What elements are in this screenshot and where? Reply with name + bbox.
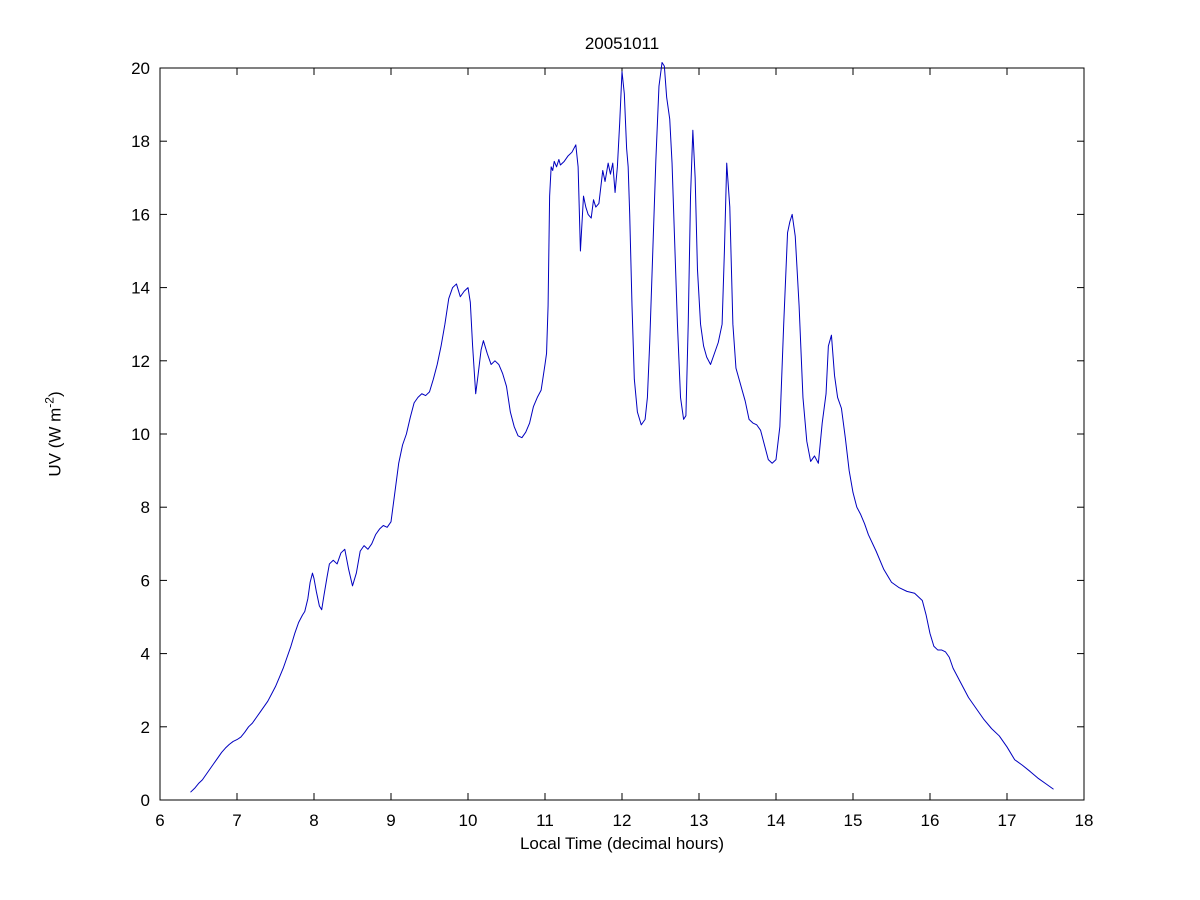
y-tick-label: 16 [131,205,150,224]
y-axis-label-exponent: -2 [42,397,57,408]
y-tick-label: 0 [141,791,150,810]
chart-title: 20051011 [584,34,660,53]
y-tick-label: 6 [141,571,150,590]
x-tick-label: 11 [536,811,554,830]
x-tick-label: 15 [844,811,863,830]
x-tick-label: 16 [921,811,940,830]
y-tick-label: 8 [141,498,150,517]
y-tick-label: 4 [141,645,150,664]
axes-box [159,67,1085,801]
y-tick-label: 18 [131,132,150,151]
y-tick-label: 12 [131,352,150,371]
uv-line [190,62,1054,793]
x-tick-label: 18 [1075,811,1094,830]
x-tick-label: 12 [613,811,632,830]
x-tick-label: 10 [459,811,478,830]
y-tick-label: 14 [131,279,150,298]
x-tick-label: 7 [232,811,241,830]
x-axis-label: Local Time (decimal hours) [519,834,725,853]
x-tick-label: 9 [386,811,395,830]
x-tick-label: 6 [155,811,164,830]
x-tick-label: 13 [690,811,709,830]
y-axis-label-text: UV (W m [45,407,65,477]
y-axis-label: UV (W m-2) [43,391,66,476]
x-tick-label: 8 [309,811,318,830]
x-tick-label: 14 [767,811,786,830]
y-tick-label: 20 [131,59,150,78]
x-tick-label: 17 [998,811,1017,830]
y-axis-label-close: ) [45,391,65,398]
y-tick-label: 2 [141,718,150,737]
y-tick-label: 10 [131,425,150,444]
